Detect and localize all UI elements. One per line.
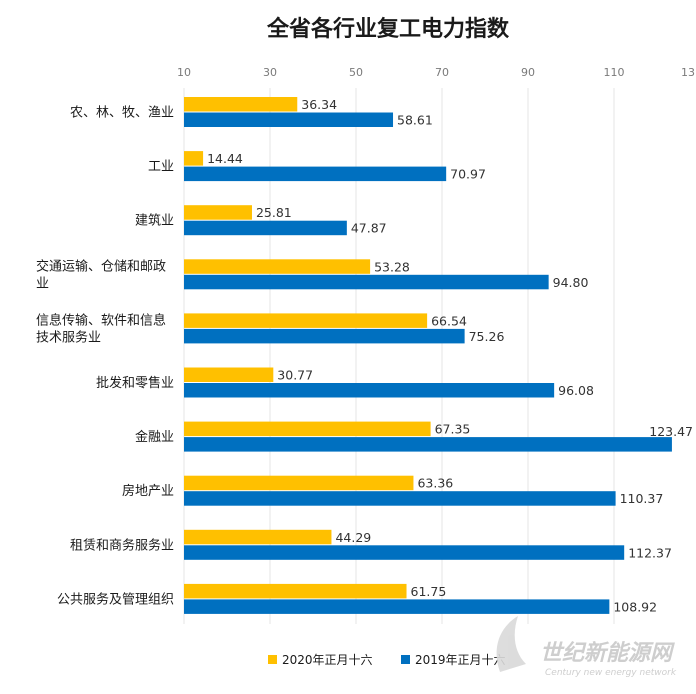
value-labels: 36.34 58.61 14.44 70.97 25.81 47.87 53.28 94.80… bbox=[207, 97, 693, 614]
legend: 2020年正月十六 2019年正月十六 bbox=[268, 653, 506, 667]
data-label: 108.92 bbox=[613, 599, 657, 614]
watermark: 世纪新能源网 Century new energy network bbox=[496, 616, 677, 678]
category-label-line: 公共服务及管理组织 bbox=[57, 591, 174, 607]
bar-2020 bbox=[184, 313, 428, 328]
data-label: 53.28 bbox=[374, 259, 410, 274]
legend-label: 2020年正月十六 bbox=[282, 653, 373, 667]
data-label: 14.44 bbox=[207, 151, 243, 166]
watermark-logo bbox=[496, 616, 526, 672]
data-label: 25.81 bbox=[256, 205, 292, 220]
x-tick-label: 13 bbox=[681, 66, 695, 79]
category-label: 租赁和商务服务业 bbox=[70, 537, 174, 553]
category-label: 金融业 bbox=[135, 429, 174, 445]
data-label: 94.80 bbox=[553, 275, 589, 290]
legend-label: 2019年正月十六 bbox=[415, 653, 506, 667]
watermark-subtext: Century new energy network bbox=[545, 668, 677, 678]
watermark-text: 世纪新能源网 bbox=[540, 640, 675, 666]
bar-2019 bbox=[184, 274, 549, 290]
data-label: 58.61 bbox=[397, 113, 433, 128]
x-tick-label: 10 bbox=[177, 66, 191, 79]
legend-swatch bbox=[268, 655, 277, 664]
data-label: 66.54 bbox=[431, 313, 467, 328]
bar-2020 bbox=[184, 475, 414, 491]
legend-swatch bbox=[401, 655, 410, 664]
category-label-line: 信息传输、软件和信息 bbox=[36, 312, 166, 328]
bar-2019 bbox=[184, 599, 610, 614]
category-label-line: 农、林、牧、渔业 bbox=[70, 106, 174, 121]
x-tick-label: 30 bbox=[263, 66, 277, 79]
x-tick-label: 90 bbox=[521, 66, 535, 79]
category-label-line: 租赁和商务服务业 bbox=[70, 537, 174, 553]
category-label-line: 批发和零售业 bbox=[96, 375, 174, 391]
data-label: 44.29 bbox=[335, 530, 371, 545]
bar-2020 bbox=[184, 259, 371, 274]
data-label: 96.08 bbox=[558, 383, 594, 398]
bar-2019 bbox=[184, 220, 347, 236]
data-label: 112.37 bbox=[628, 545, 672, 560]
data-label: 36.34 bbox=[301, 97, 337, 112]
bar-2019 bbox=[184, 437, 672, 452]
data-label: 123.47 bbox=[649, 424, 693, 439]
category-label: 工业 bbox=[148, 160, 174, 175]
bar-2019 bbox=[184, 166, 447, 182]
data-label: 47.87 bbox=[351, 221, 387, 236]
data-label: 61.75 bbox=[411, 584, 447, 599]
x-tick-label: 50 bbox=[349, 66, 363, 79]
category-label: 批发和零售业 bbox=[96, 375, 174, 391]
category-label: 公共服务及管理组织 bbox=[57, 591, 174, 607]
bars bbox=[184, 97, 672, 614]
data-label: 63.36 bbox=[417, 476, 453, 491]
data-label: 67.35 bbox=[435, 422, 471, 437]
data-label: 70.97 bbox=[450, 167, 486, 182]
category-label-line: 房地产业 bbox=[122, 483, 174, 499]
category-label: 建筑业 bbox=[135, 213, 174, 229]
x-axis-ticks: 10 30 50 70 90 110 13 bbox=[177, 66, 695, 79]
bar-2019 bbox=[184, 328, 465, 344]
category-labels: 农、林、牧、渔业工业建筑业交通运输、仓储和邮政业信息传输、软件和信息技术服务业批… bbox=[36, 106, 174, 608]
bar-2020 bbox=[184, 583, 407, 599]
data-label: 110.37 bbox=[620, 491, 664, 506]
chart-title: 全省各行业复工电力指数 bbox=[266, 16, 510, 42]
category-label-line: 金融业 bbox=[135, 429, 174, 445]
category-label-line: 技术服务业 bbox=[36, 329, 101, 345]
bar-2019 bbox=[184, 112, 394, 127]
category-label-line: 业 bbox=[36, 276, 49, 291]
data-label: 30.77 bbox=[277, 368, 313, 383]
bar-2019 bbox=[184, 491, 616, 506]
category-label-line: 交通运输、仓储和邮政 bbox=[36, 258, 166, 274]
bar-2020 bbox=[184, 367, 274, 382]
category-label-line: 建筑业 bbox=[135, 213, 174, 229]
bar-2020 bbox=[184, 151, 204, 166]
category-label-line: 工业 bbox=[148, 160, 174, 175]
bar-2019 bbox=[184, 383, 555, 398]
data-label: 75.26 bbox=[469, 329, 505, 344]
bar-2020 bbox=[184, 97, 298, 112]
bar-2019 bbox=[184, 545, 625, 560]
bar-2020 bbox=[184, 421, 431, 437]
x-tick-label: 110 bbox=[604, 66, 625, 79]
category-label: 农、林、牧、渔业 bbox=[70, 106, 174, 121]
bar-2020 bbox=[184, 205, 252, 220]
bar-2020 bbox=[184, 529, 332, 545]
category-label: 房地产业 bbox=[122, 483, 174, 499]
x-tick-label: 70 bbox=[435, 66, 449, 79]
